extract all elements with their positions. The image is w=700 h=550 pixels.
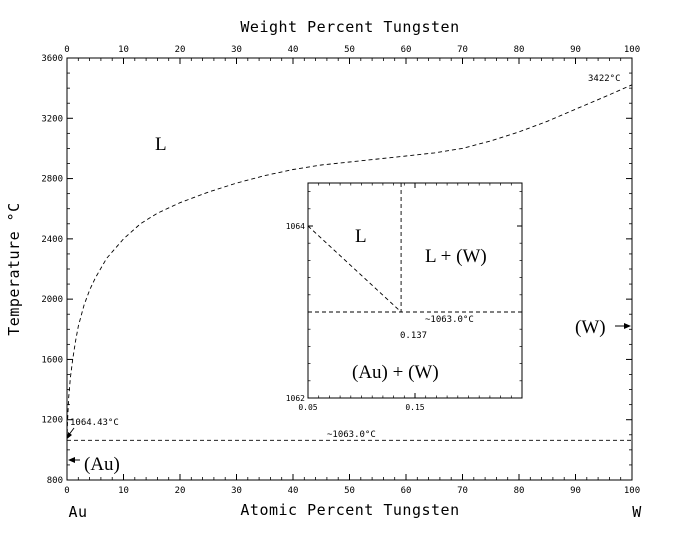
y-tick-label: 2000 bbox=[41, 295, 63, 305]
y-tick-label: 1600 bbox=[41, 355, 63, 365]
inset-y-tick-label: 1062 bbox=[286, 394, 305, 403]
x-top-tick-label: 100 bbox=[624, 45, 640, 55]
au-phase-arrow bbox=[68, 457, 80, 463]
x-tick-label: 40 bbox=[288, 486, 299, 496]
x-axis-title: Atomic Percent Tungsten bbox=[240, 501, 459, 519]
element-left-label: Au bbox=[68, 503, 87, 521]
x-top-tick-label: 40 bbox=[288, 45, 299, 55]
element-right-label: W bbox=[632, 503, 642, 521]
x-top-tick-label: 20 bbox=[175, 45, 186, 55]
eutectic-label: ~1063.0°C bbox=[327, 430, 376, 440]
inset-liquidus bbox=[307, 225, 402, 313]
inset-l-w-label: L + (W) bbox=[425, 246, 487, 267]
w-melt-label: 3422°C bbox=[588, 74, 621, 84]
inset-x-tick-label: 0.05 bbox=[298, 403, 317, 412]
y-tick-label: 1200 bbox=[41, 416, 63, 426]
y-axis-title: Temperature °C bbox=[5, 202, 23, 335]
inset-au-w-label: (Au) + (W) bbox=[352, 362, 439, 383]
inset-tick-marks: 0.05 0.15 1062 1064 bbox=[286, 183, 523, 412]
x-tick-label: 30 bbox=[231, 486, 242, 496]
x-tick-label: 100 bbox=[624, 486, 640, 496]
x-tick-label: 50 bbox=[344, 486, 355, 496]
x-top-tick-label: 10 bbox=[118, 45, 129, 55]
x-axis-top-title: Weight Percent Tungsten bbox=[240, 18, 459, 36]
liquid-region-label: L bbox=[155, 134, 167, 155]
y-tick-label: 800 bbox=[47, 476, 63, 486]
y-tick-label: 3200 bbox=[41, 114, 63, 124]
x-tick-label: 70 bbox=[457, 486, 468, 496]
inset-eutectic-label: ~1063.0°C bbox=[425, 315, 474, 325]
x-top-tick-label: 70 bbox=[457, 45, 468, 55]
x-top-tick-label: 50 bbox=[344, 45, 355, 55]
x-tick-label: 90 bbox=[570, 486, 581, 496]
au-phase-label: (Au) bbox=[84, 454, 120, 475]
inset-x-tick-label: 0.15 bbox=[405, 403, 424, 412]
x-tick-label: 10 bbox=[118, 486, 129, 496]
x-tick-label: 20 bbox=[175, 486, 186, 496]
inset-plot: 0.05 0.15 1062 1064 L L + (W) (Au) + (W) ~1… bbox=[286, 182, 523, 412]
inset-frame bbox=[307, 182, 523, 399]
x-top-tick-label: 30 bbox=[231, 45, 242, 55]
au-melt-arrow bbox=[67, 427, 75, 439]
liquidus-line bbox=[66, 84, 633, 441]
au-melt-label: 1064.43°C bbox=[70, 418, 119, 428]
y-tick-label: 2400 bbox=[41, 235, 63, 245]
w-phase-label: (W) bbox=[575, 317, 606, 338]
x-tick-label: 0 bbox=[64, 486, 69, 496]
x-top-tick-label: 60 bbox=[401, 45, 412, 55]
y-tick-label: 3600 bbox=[41, 54, 63, 64]
x-top-tick-label: 90 bbox=[570, 45, 581, 55]
inset-eutectic-comp-label: 0.137 bbox=[400, 331, 427, 341]
x-top-tick-label: 80 bbox=[514, 45, 525, 55]
x-tick-label: 80 bbox=[514, 486, 525, 496]
tick-marks: 0 0 10 10 20 20 30 30 40 40 50 50 60 60 70 70 80 80 90 90 10… bbox=[41, 45, 640, 496]
y-tick-label: 2800 bbox=[41, 175, 63, 185]
inset-liquid-label: L bbox=[355, 226, 367, 247]
w-phase-arrow bbox=[615, 323, 631, 329]
x-tick-label: 60 bbox=[401, 486, 412, 496]
x-top-tick-label: 0 bbox=[64, 45, 69, 55]
inset-y-tick-label: 1064 bbox=[286, 222, 305, 231]
